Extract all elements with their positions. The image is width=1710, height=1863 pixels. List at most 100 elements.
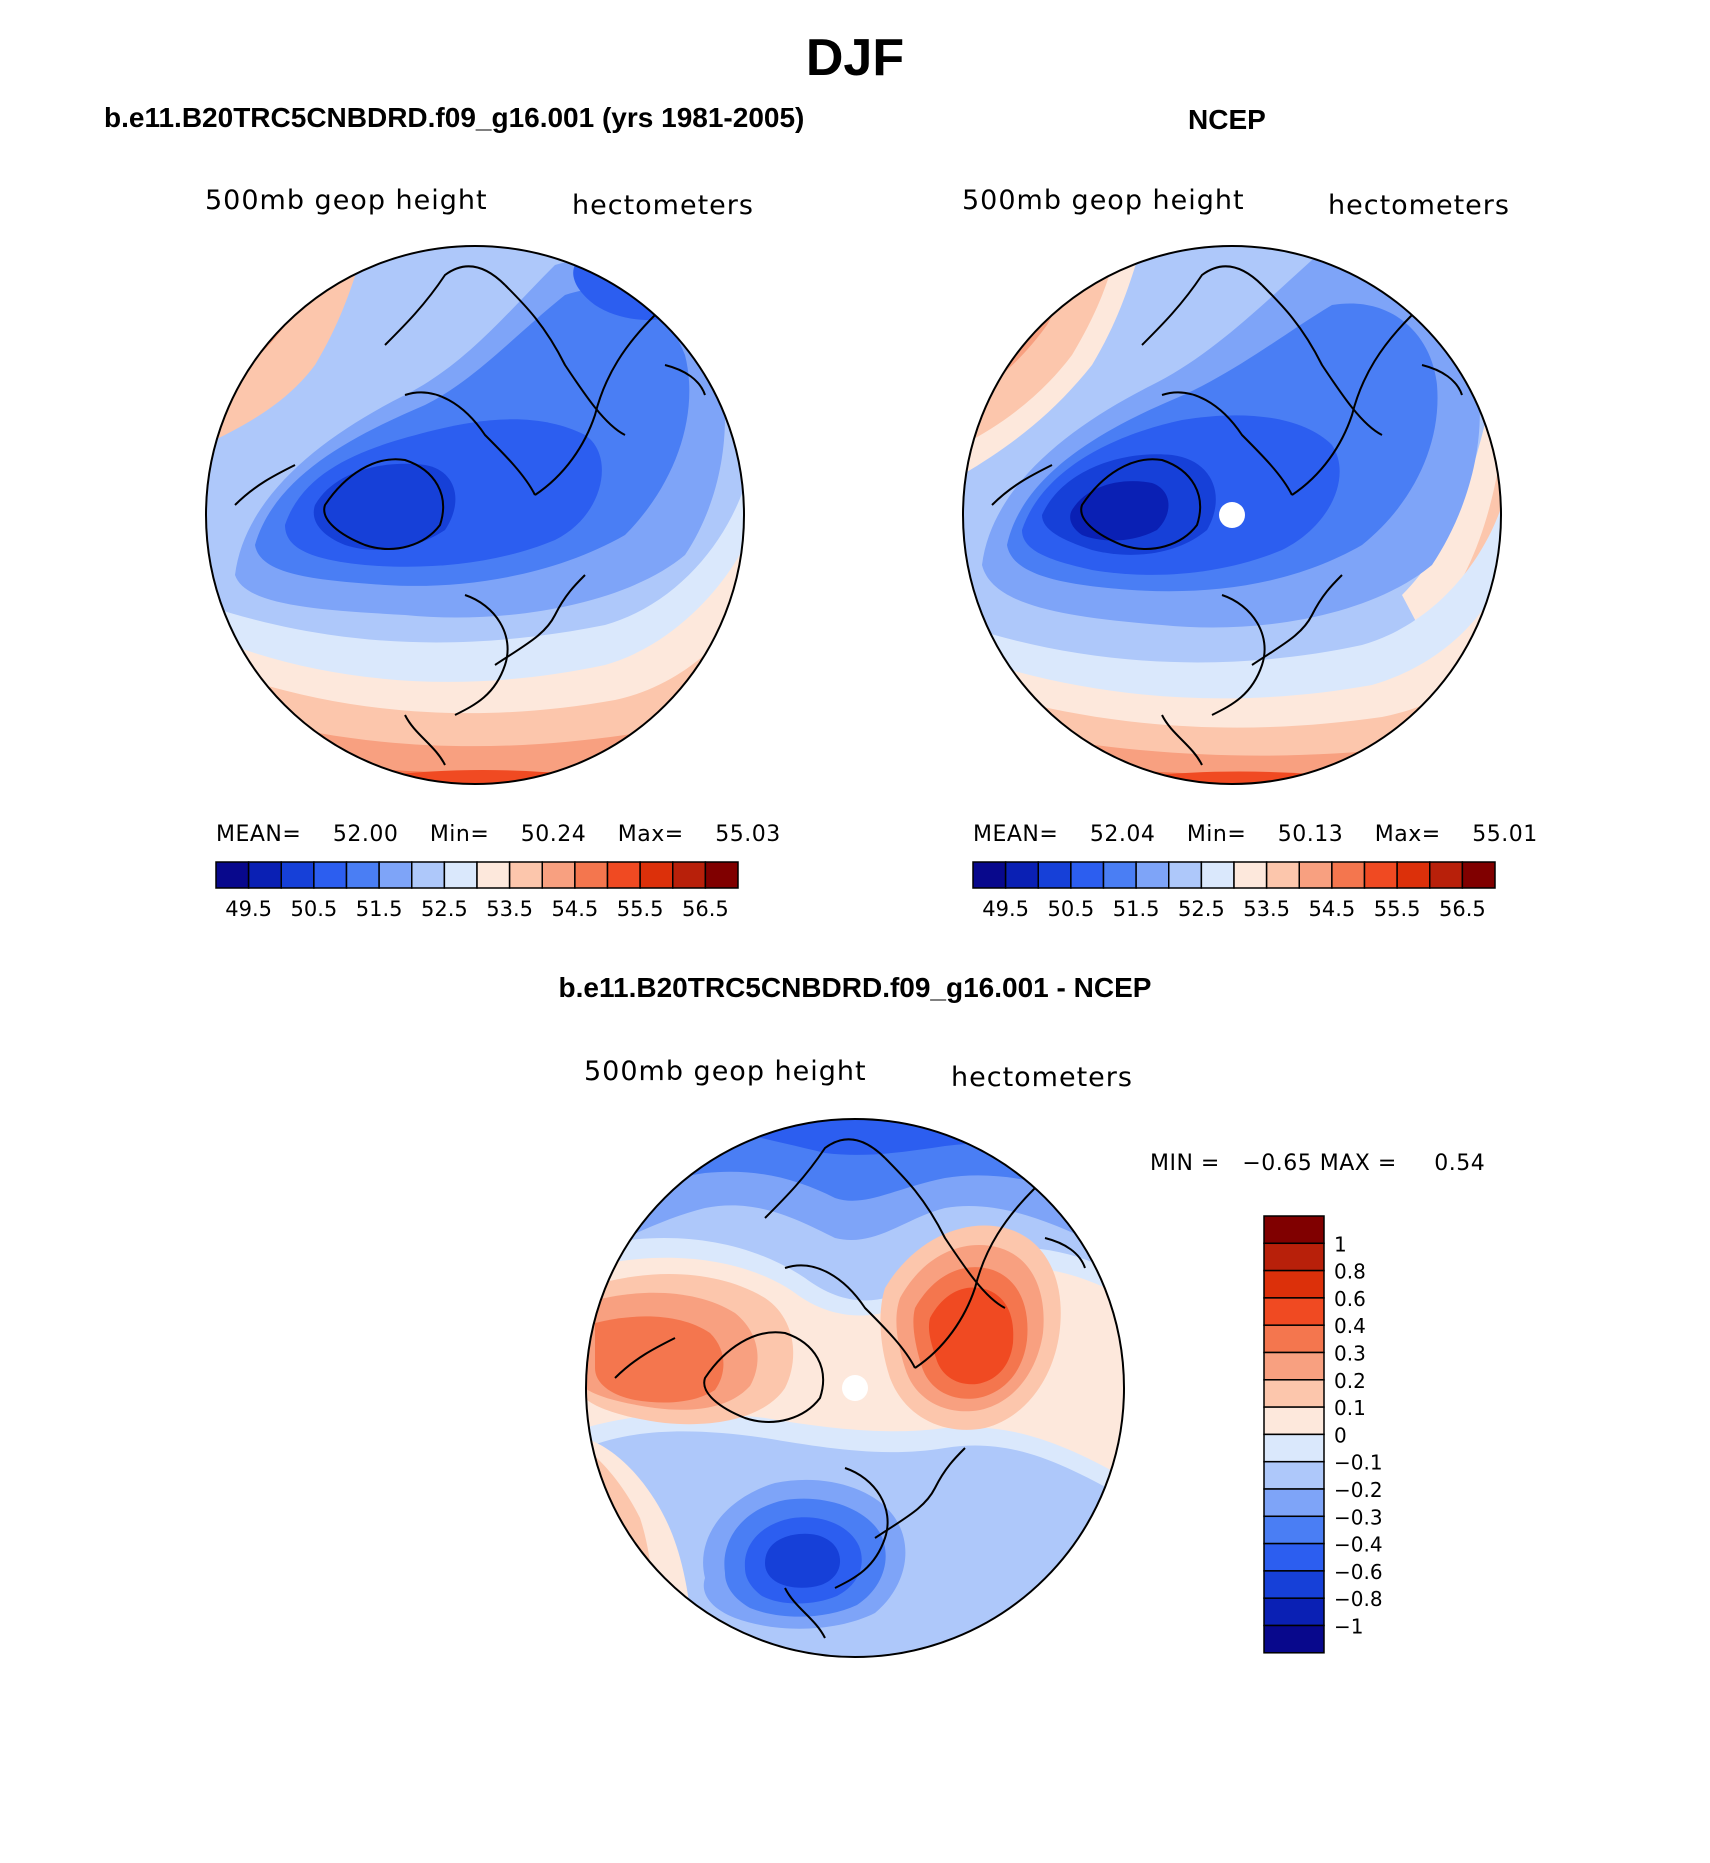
colorbar-swatch bbox=[1263, 1542, 1325, 1572]
figure-title: DJF bbox=[805, 29, 905, 87]
coastline bbox=[1161, 714, 1203, 766]
colorbar-swatch bbox=[541, 861, 576, 889]
colorbar-swatch bbox=[1461, 861, 1496, 889]
colorbar-swatch bbox=[1263, 1515, 1325, 1545]
colorbar-tick-label: 51.5 bbox=[1113, 897, 1160, 921]
colorbar-swatch bbox=[1263, 1597, 1325, 1627]
colorbar-tick-label: 52.5 bbox=[421, 897, 468, 921]
panel-diff-variable-label: 500mb geop height bbox=[584, 1056, 867, 1087]
colorbar-tick-label: 0 bbox=[1334, 1423, 1347, 1447]
panel-model-polar-map bbox=[205, 245, 745, 785]
colorbar-swatch bbox=[672, 861, 707, 889]
colorbar-swatch bbox=[574, 861, 609, 889]
panel-model-heading: b.e11.B20TRC5CNBDRD.f09_g16.001 (yrs 198… bbox=[104, 102, 805, 133]
colorbar-tick-label: −1 bbox=[1334, 1615, 1363, 1639]
colorbar-swatch bbox=[476, 861, 511, 889]
colorbar-swatch bbox=[1298, 861, 1333, 889]
coastline bbox=[323, 458, 445, 550]
colorbar-swatch bbox=[1265, 861, 1300, 889]
panel-diff-units-label: hectometers bbox=[951, 1062, 1133, 1093]
max-label: Max= bbox=[617, 822, 684, 847]
panel-obs-heading: NCEP bbox=[1188, 104, 1266, 135]
colorbar-swatch bbox=[1102, 861, 1137, 889]
colorbar-swatch bbox=[411, 861, 446, 889]
coastline bbox=[1080, 458, 1202, 550]
coastline bbox=[404, 714, 446, 766]
colorbar-swatch bbox=[1037, 861, 1072, 889]
coastline bbox=[384, 265, 506, 346]
colorbar-tick-label: 55.5 bbox=[617, 897, 664, 921]
panel-obs-variable-label: 500mb geop height bbox=[962, 185, 1245, 216]
colorbar-swatch bbox=[1263, 1570, 1325, 1599]
contour-band bbox=[765, 1533, 841, 1588]
panel-diff-colorbar: 1 0.8 0.6 0.4 0.3 0.2 0.1 0 −0.1 −0.2 −0.3 −0.4 −0.6… bbox=[1263, 1215, 1383, 1654]
colorbar-tick-label: 49.5 bbox=[982, 897, 1029, 921]
colorbar-swatch bbox=[313, 861, 348, 889]
coastline bbox=[454, 594, 509, 716]
pole-missing-data-dot bbox=[1219, 502, 1245, 528]
colorbar-swatch bbox=[1168, 861, 1203, 889]
contour-band bbox=[206, 246, 277, 355]
coastline bbox=[703, 1331, 825, 1423]
max-value: 55.01 bbox=[1472, 822, 1538, 847]
colorbar-swatch bbox=[1263, 1460, 1325, 1490]
coastline bbox=[494, 574, 586, 666]
colorbar-swatch bbox=[508, 861, 543, 889]
colorbar-tick-label: 52.5 bbox=[1178, 897, 1225, 921]
mean-label: MEAN= bbox=[973, 822, 1059, 847]
contour-band bbox=[313, 463, 456, 550]
colorbar-tick-label: 50.5 bbox=[1047, 897, 1094, 921]
panel-obs-units-label: hectometers bbox=[1328, 190, 1510, 221]
colorbar-tick-label: −0.6 bbox=[1334, 1560, 1383, 1584]
contour-band bbox=[1070, 481, 1169, 541]
coastline bbox=[764, 1138, 886, 1219]
colorbar-swatch bbox=[1263, 1351, 1325, 1381]
panel-diff-minmax: MIN = −0.65 MAX = 0.54 bbox=[1150, 1151, 1486, 1176]
coastline bbox=[991, 464, 1053, 506]
colorbar-tick-label: −0.8 bbox=[1334, 1587, 1383, 1611]
coastline bbox=[1044, 1237, 1086, 1269]
coastline bbox=[784, 1587, 826, 1639]
colorbar-swatch bbox=[1263, 1488, 1325, 1518]
colorbar-swatch bbox=[1263, 1269, 1325, 1299]
panel-model-variable-label: 500mb geop height bbox=[205, 185, 488, 216]
colorbar-tick-label: 54.5 bbox=[551, 897, 598, 921]
colorbar-swatch bbox=[704, 861, 739, 889]
colorbar-swatch bbox=[247, 861, 282, 889]
contour-band bbox=[928, 1287, 1014, 1385]
colorbar-tick-label: −0.3 bbox=[1334, 1505, 1383, 1529]
colorbar-tick-label: 51.5 bbox=[356, 897, 403, 921]
colorbar-tick-label: −0.2 bbox=[1334, 1478, 1383, 1502]
colorbar-tick-label: 53.5 bbox=[486, 897, 533, 921]
contour-band bbox=[595, 1316, 724, 1403]
colorbar-tick-label: 53.5 bbox=[1243, 897, 1290, 921]
coastline bbox=[914, 1187, 1036, 1369]
colorbar-swatch bbox=[1263, 1297, 1325, 1326]
pole-missing-data-dot bbox=[842, 1375, 868, 1401]
coastline bbox=[1291, 314, 1413, 496]
map-boundary bbox=[585, 1118, 1125, 1658]
colorbar-swatch bbox=[972, 861, 1007, 889]
colorbar-swatch bbox=[378, 861, 413, 889]
coastline bbox=[614, 1337, 676, 1379]
colorbar-swatch bbox=[1263, 1433, 1325, 1463]
colorbar-tick-label: 49.5 bbox=[225, 897, 272, 921]
coastline bbox=[784, 1264, 916, 1369]
min-value: 50.24 bbox=[520, 822, 587, 847]
panel-model-colorbar: 49.5 50.5 51.5 52.5 53.5 54.5 55.5 56.5 bbox=[215, 861, 739, 921]
colorbar-tick-label: 50.5 bbox=[290, 897, 337, 921]
coastline bbox=[404, 391, 536, 496]
map-boundary bbox=[962, 245, 1502, 785]
colorbar-swatch bbox=[1200, 861, 1235, 889]
min-label: Min= bbox=[1186, 822, 1247, 847]
coastline bbox=[834, 1467, 889, 1589]
colorbar-tick-label: 0.2 bbox=[1334, 1369, 1366, 1393]
colorbar-swatch bbox=[1363, 861, 1398, 889]
max-value: 55.03 bbox=[715, 822, 781, 847]
colorbar-swatch bbox=[1331, 861, 1366, 889]
colorbar-tick-label: 0.6 bbox=[1334, 1287, 1366, 1311]
colorbar-swatch bbox=[345, 861, 380, 889]
coastline bbox=[874, 1447, 966, 1539]
colorbar-swatch bbox=[215, 861, 250, 889]
mean-value: 52.04 bbox=[1089, 822, 1156, 847]
